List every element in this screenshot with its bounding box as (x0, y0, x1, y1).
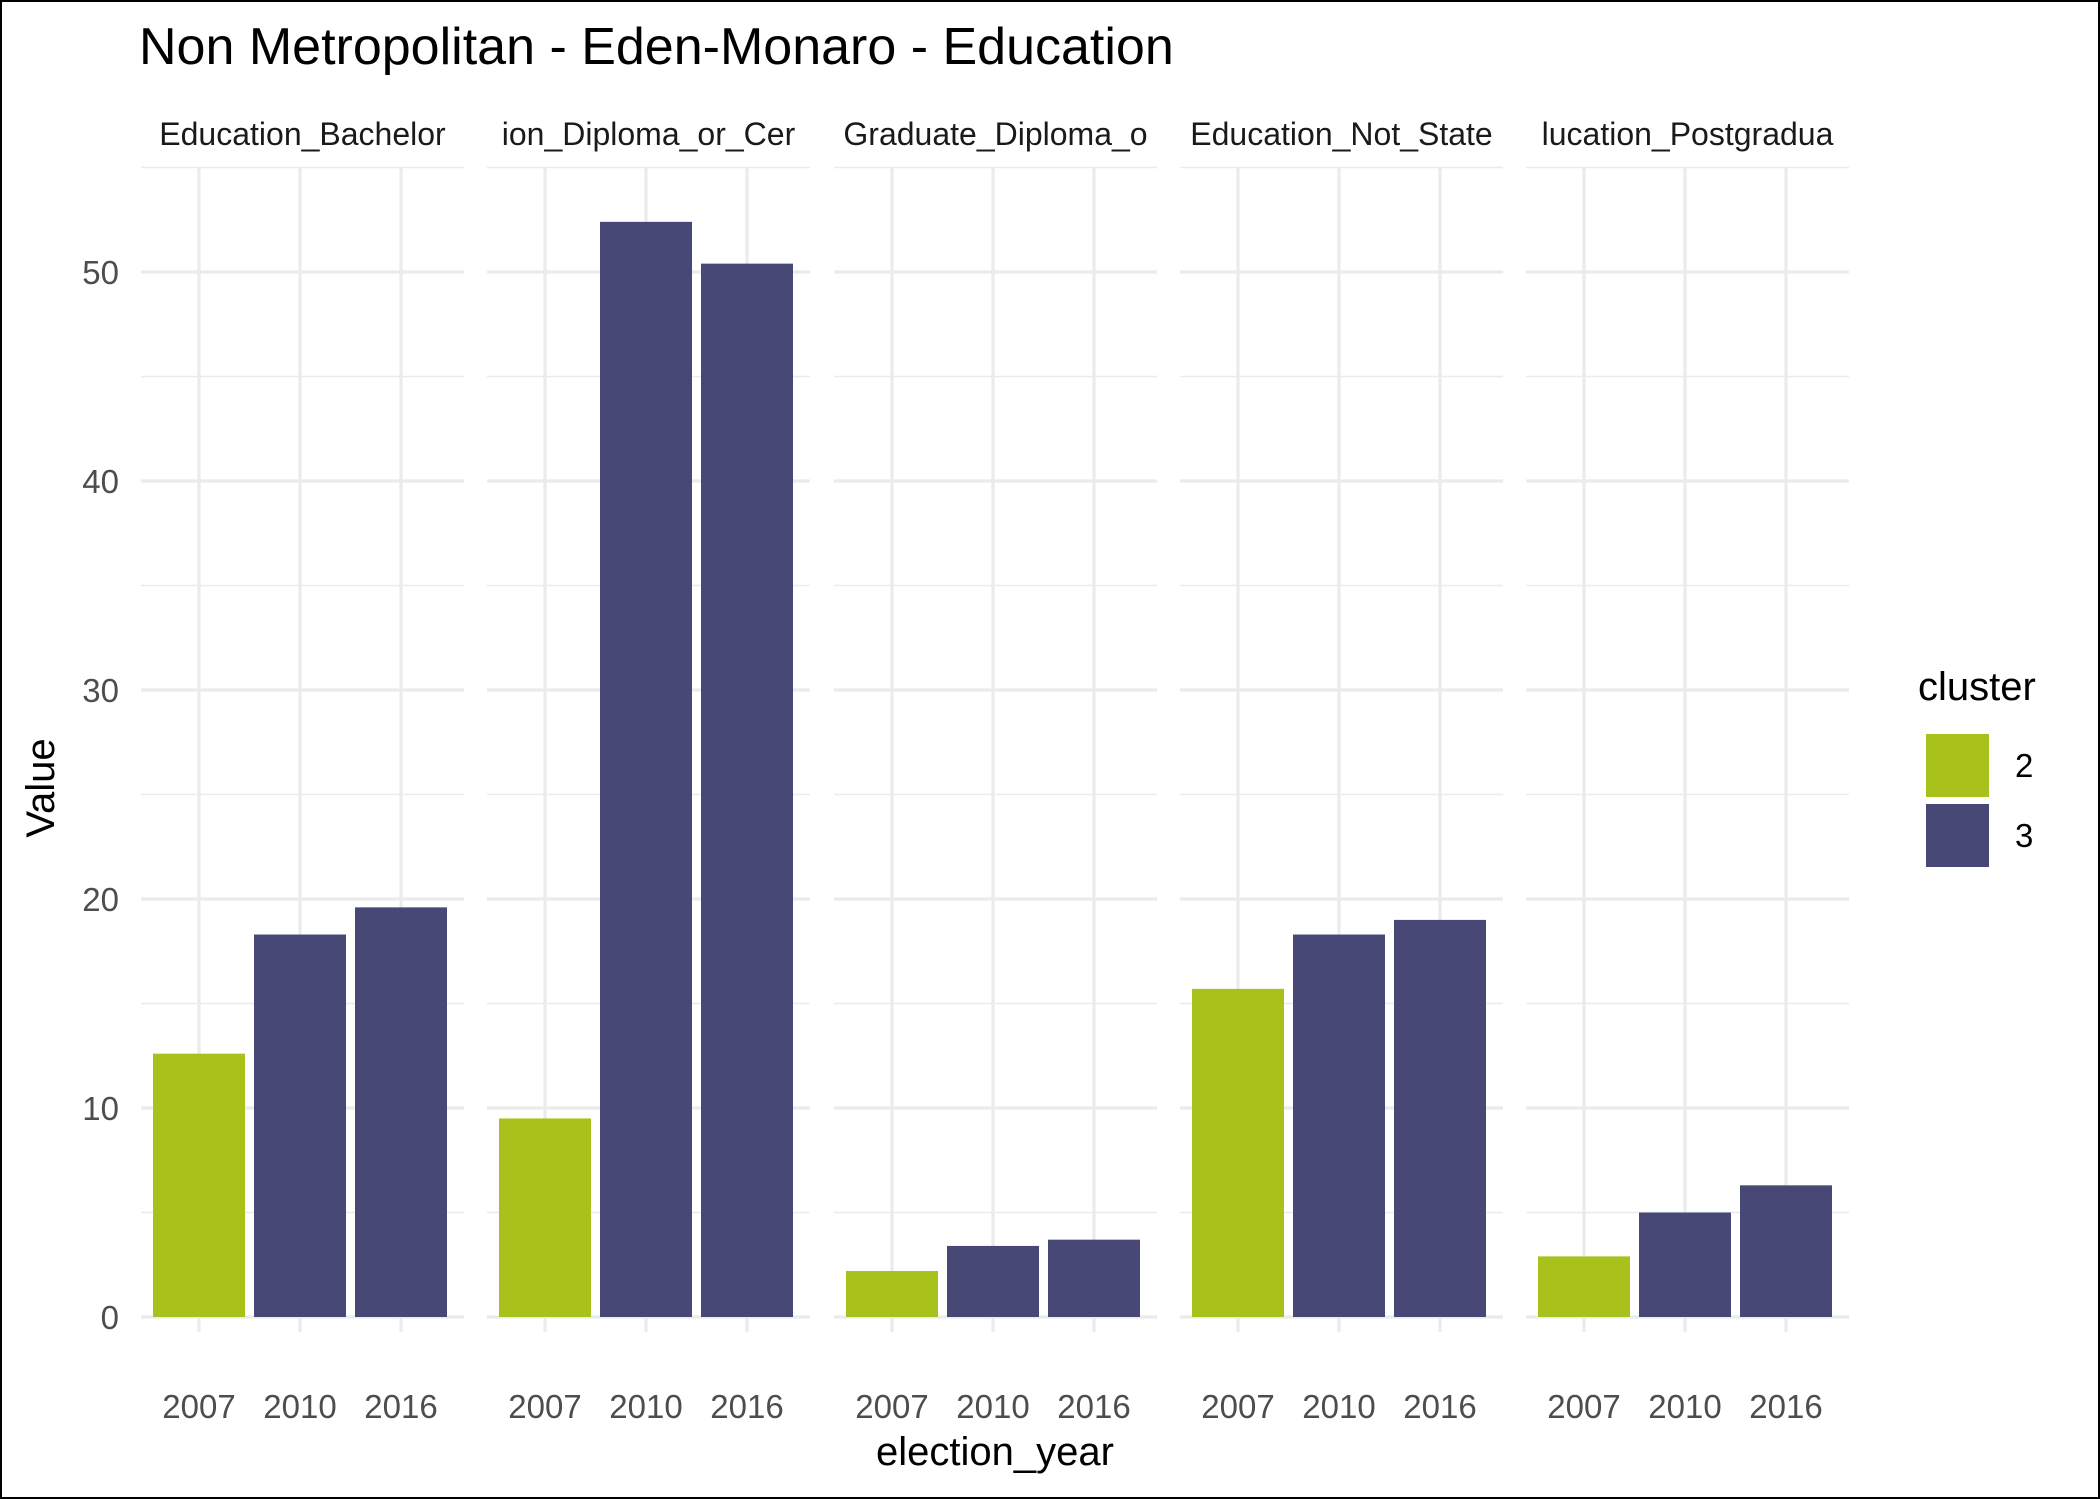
y-tick-label: 0 (101, 1299, 119, 1336)
bar-Education_Postgraduate-2010 (1639, 1212, 1731, 1317)
facet-panel: 2007 2010 2016 Education_Not_State (1180, 116, 1503, 1425)
bar-Education_Not_Stated-2007 (1192, 988, 1284, 1317)
bar-Education_Bachelor-2007 (153, 1053, 245, 1317)
y-tick-label: 30 (82, 672, 119, 709)
legend-label: 2 (2015, 747, 2033, 784)
bar-Education_Postgraduate-2016 (1740, 1185, 1832, 1317)
y-axis: 0 10 20 30 40 50 (82, 254, 119, 1336)
x-tick-label: 2007 (162, 1388, 235, 1425)
legend: cluster 2 3 (1918, 665, 2036, 869)
x-tick-label: 2007 (1201, 1388, 1274, 1425)
bar-Education_Diploma_or_Certificate-2010 (600, 221, 692, 1318)
legend-title: cluster (1918, 665, 2036, 709)
bar-Education_Not_Stated-2016 (1394, 919, 1486, 1317)
legend-swatch (1926, 734, 1989, 797)
bar-Education_Diploma_or_Certificate-2016 (701, 263, 793, 1317)
legend-label: 3 (2015, 817, 2033, 854)
y-tick-label: 40 (82, 463, 119, 500)
x-tick-label: 2016 (1057, 1388, 1130, 1425)
chart-title: Non Metropolitan - Eden-Monaro - Educati… (139, 18, 1174, 76)
y-axis-title: Value (19, 738, 63, 837)
bar-Education_Graduate_Diploma_or_Certificate-2007 (846, 1271, 938, 1317)
x-tick-label: 2007 (508, 1388, 581, 1425)
x-tick-label: 2007 (1547, 1388, 1620, 1425)
bar-Education_Diploma_or_Certificate-2007 (499, 1118, 591, 1317)
facet-strip-label: Education_Bachelor (159, 116, 446, 152)
bar-Education_Graduate_Diploma_or_Certificate-2010 (947, 1245, 1039, 1317)
x-tick-label: 2016 (710, 1388, 783, 1425)
bar-Education_Not_Stated-2010 (1293, 934, 1385, 1317)
x-tick-label: 2010 (263, 1388, 336, 1425)
facet-panel: 2007 2010 2016 Graduate_Diploma_o (834, 116, 1157, 1425)
facet-strip-label: Graduate_Diploma_o (843, 116, 1147, 152)
x-tick-label: 2016 (364, 1388, 437, 1425)
x-tick-label: 2016 (1403, 1388, 1476, 1425)
x-tick-label: 2010 (956, 1388, 1029, 1425)
bar-Education_Graduate_Diploma_or_Certificate-2016 (1048, 1239, 1140, 1317)
y-tick-label: 10 (82, 1090, 119, 1127)
facet-strip-label: lucation_Postgradua (1542, 116, 1834, 152)
facet-strip-label: ion_Diploma_or_Cer (502, 116, 796, 152)
facet-panel: 2007 2010 2016 ion_Diploma_or_Cer (487, 116, 810, 1425)
x-tick-label: 2010 (1648, 1388, 1721, 1425)
legend-swatch (1926, 804, 1989, 867)
x-axis-title: election_year (876, 1430, 1114, 1474)
x-tick-label: 2010 (609, 1388, 682, 1425)
facet-panel: 2007 2010 2016 Education_Bachelor (141, 116, 464, 1425)
x-tick-label: 2016 (1749, 1388, 1822, 1425)
bar-Education_Bachelor-2010 (254, 934, 346, 1317)
bar-Education_Postgraduate-2007 (1538, 1256, 1630, 1317)
x-tick-label: 2007 (855, 1388, 928, 1425)
facet-strip-label: Education_Not_State (1190, 116, 1492, 152)
bar-Education_Bachelor-2016 (355, 907, 447, 1317)
y-tick-label: 20 (82, 881, 119, 918)
x-tick-label: 2010 (1302, 1388, 1375, 1425)
y-tick-label: 50 (82, 254, 119, 291)
facet-panel: 2007 2010 2016 lucation_Postgradua (1526, 116, 1849, 1425)
